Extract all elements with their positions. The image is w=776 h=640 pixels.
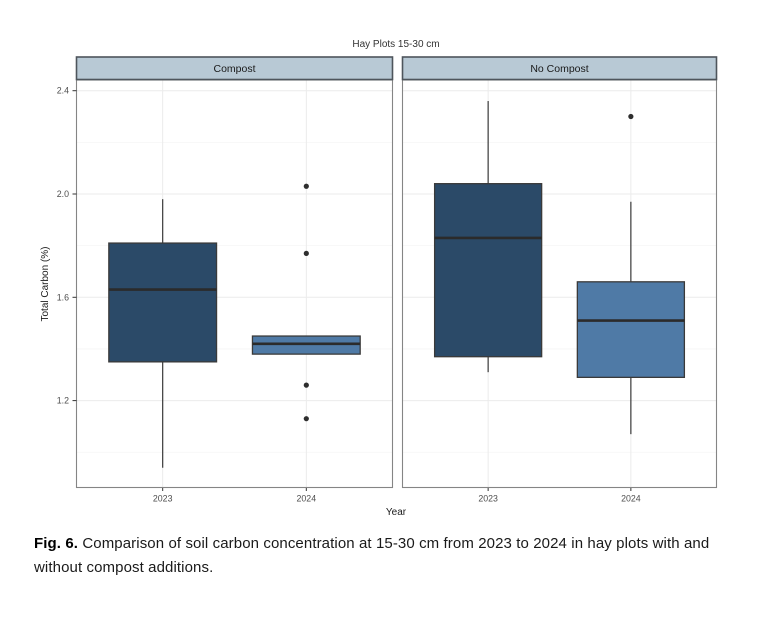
caption-label: Fig. 6. — [34, 535, 79, 552]
figure-caption: Fig. 6. Comparison of soil carbon concen… — [34, 532, 746, 579]
boxplot-chart: 2023 2024 Compost 2023 2024 No Compost 2.4 2.0 1… — [40, 39, 718, 518]
outlier-point — [303, 183, 309, 189]
outlier-point — [303, 250, 309, 256]
x-tick-label: 2023 — [478, 494, 498, 504]
outlier-point — [303, 416, 309, 422]
x-tick-label: 2023 — [153, 494, 173, 504]
x-axis-title: Year — [386, 507, 407, 518]
x-tick-label: 2024 — [621, 494, 641, 504]
y-tick-label: 2.4 — [57, 86, 69, 96]
outlier-point — [303, 382, 309, 388]
y-axis-title: Total Carbon (%) — [40, 246, 51, 321]
chart-title: Hay Plots 15-30 cm — [352, 39, 439, 50]
facet-strip-label: No Compost — [530, 63, 588, 75]
boxplot-box — [576, 281, 686, 379]
y-tick-label: 1.6 — [57, 292, 69, 302]
y-tick-label: 2.0 — [57, 189, 69, 199]
x-tick-label: 2024 — [297, 494, 317, 504]
facet-strip — [401, 56, 718, 81]
boxplot-box — [108, 242, 218, 363]
y-tick-label: 1.2 — [57, 396, 69, 406]
boxplot-box — [433, 183, 543, 358]
facet-strip-label: Compost — [213, 63, 255, 75]
outlier-point — [628, 113, 634, 120]
caption-text: Comparison of soil carbon concentration … — [34, 535, 710, 576]
facet-strip — [75, 56, 394, 81]
